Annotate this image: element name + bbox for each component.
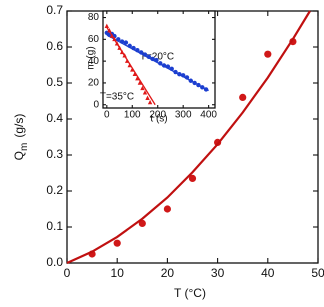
y-axis-label: m (g) [86, 46, 97, 69]
x-tick-label: 100 [124, 110, 141, 121]
y-axis-label: Qm (g/s) [12, 114, 29, 161]
annotation: T=20°C [140, 52, 174, 63]
fit-line [66, 10, 311, 265]
data-point [264, 50, 272, 58]
x-tick-label: 20 [161, 266, 175, 280]
x-tick-label: 40 [261, 266, 275, 280]
y-tick-label: 0.6 [46, 39, 63, 53]
data-point [147, 99, 153, 105]
x-tick-label: 300 [175, 110, 192, 121]
plot-series [104, 23, 209, 106]
y-tick-label: 0.2 [46, 183, 63, 197]
main-chart: 0 10 20 30 40 50 0.0 0.1 0.2 0.3 0.4 0.5 0.6 0.7 T (°C… [12, 3, 324, 300]
x-tick-label: 10 [111, 266, 125, 280]
x-axis-label: T (°C) [174, 286, 206, 300]
y-tick-label: 20 [88, 78, 100, 89]
x-axis-label: t (s) [150, 114, 167, 125]
data-point [145, 95, 150, 100]
x-tick-label: 0 [64, 266, 71, 280]
y-tick-label: 0.5 [46, 75, 63, 89]
data-point [188, 174, 197, 182]
data-point [113, 239, 121, 247]
y-tick-label: 80 [88, 12, 100, 23]
data-point [138, 219, 146, 227]
x-tick-label: 0 [104, 110, 110, 121]
annotation: T=35°C [100, 92, 134, 103]
inset-background [103, 11, 215, 108]
fit-line [106, 27, 156, 106]
plot-series [66, 10, 311, 265]
data-point [107, 27, 112, 33]
y-tick-label: 0.3 [46, 147, 63, 161]
y-axis-label-unit: (g/s) [12, 114, 26, 138]
data-point [142, 90, 148, 95]
y-tick-label: 0.1 [46, 219, 63, 233]
y-axis-label-subscript: m [19, 143, 30, 151]
x-tick-label: 30 [211, 266, 225, 280]
data-point [104, 23, 110, 29]
data-point [239, 93, 247, 101]
x-tick-label: 200 [149, 110, 166, 121]
y-tick-label: 0.0 [46, 255, 63, 269]
x-tick-label: 50 [311, 266, 324, 280]
data-point [140, 85, 145, 91]
y-tick-label: 40 [88, 56, 100, 67]
y-tick-label: 0.4 [46, 111, 63, 125]
data-point [137, 80, 143, 85]
y-tick-label: 60 [88, 34, 100, 45]
x-tick-label: 400 [200, 110, 217, 121]
data-point [123, 40, 129, 45]
plot-frame [102, 10, 216, 109]
y-axis-label-symbol: Q [12, 151, 26, 160]
y-tick-label: 0.7 [46, 3, 63, 17]
y-tick-label: 0 [93, 99, 99, 110]
data-point [163, 205, 171, 213]
data-point [135, 75, 140, 81]
fit-line [106, 34, 209, 92]
inset-chart: 0 100 200 300 400 0 20 40 60 80 t (s) m (g) T=20°C T=… [86, 10, 217, 125]
